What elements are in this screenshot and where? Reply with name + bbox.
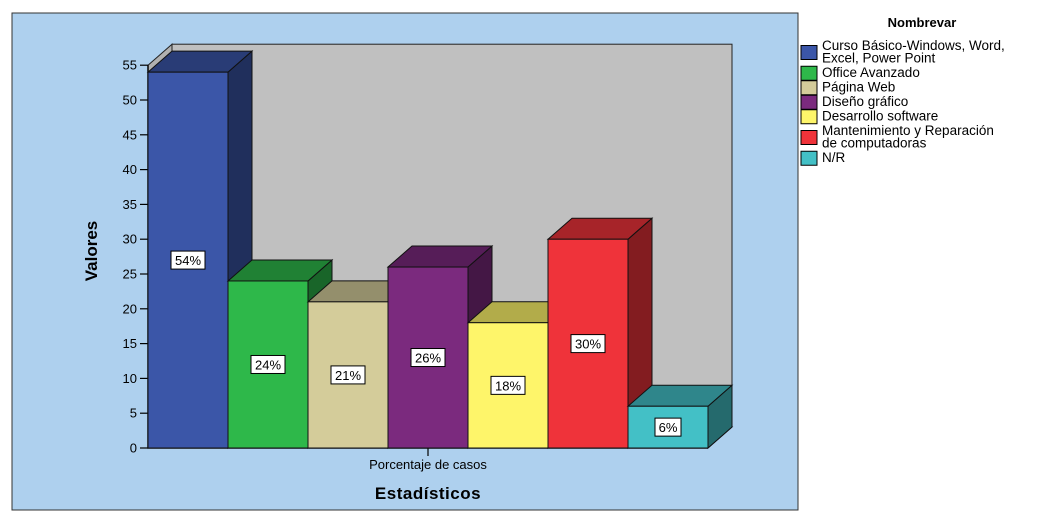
legend-label-line: Mantenimiento y Reparación (822, 123, 994, 138)
legend-item: Desarrollo software (800, 109, 938, 125)
legend-label: Desarrollo software (822, 109, 938, 124)
legend-label-line: Office Avanzado (822, 65, 920, 80)
legend-swatch (800, 94, 818, 110)
y-tick-label: 30 (123, 232, 137, 247)
y-tick-label: 55 (123, 58, 137, 73)
data-label-box (330, 365, 366, 385)
legend-item: Curso Básico-Windows, Word, Excel, Power … (800, 38, 1005, 66)
data-label: 24% (250, 354, 286, 374)
y-tick-label: 5 (130, 406, 137, 421)
y-axis-title: Valores (82, 221, 101, 282)
y-tick-label: 15 (123, 336, 137, 351)
legend-item: Página Web (800, 80, 895, 96)
legend-label-line: Excel, Power Point (822, 51, 936, 66)
legend-swatch (800, 80, 818, 96)
data-label-box (570, 334, 606, 354)
data-label-text: 54% (175, 253, 201, 268)
data-label: 54% (170, 250, 206, 270)
data-labels-layer: 54% 24% 21% 26% 18% 30% 6% (170, 250, 682, 437)
data-label-text: 24% (255, 357, 281, 372)
data-label-box (250, 354, 286, 374)
data-label-text: 6% (659, 420, 678, 435)
legend-label: N/R (822, 150, 846, 165)
legend-label: Diseño gráfico (822, 94, 908, 109)
data-label-box (490, 375, 526, 395)
legend-item: Office Avanzado (800, 65, 920, 81)
y-tick-label: 0 (130, 441, 137, 456)
data-label-text: 18% (495, 378, 521, 393)
data-label: 30% (570, 334, 606, 354)
data-label-box (170, 250, 206, 270)
data-label-box (410, 348, 446, 368)
legend-label-line: de computadoras (822, 136, 927, 151)
category-label: Porcentaje de casos (369, 457, 487, 472)
data-label: 26% (410, 348, 446, 368)
legend-label: Office Avanzado (822, 65, 920, 80)
data-label-text: 30% (575, 337, 601, 352)
y-tick-label: 35 (123, 197, 137, 212)
legend-label-line: Curso Básico-Windows, Word, (822, 38, 1005, 53)
legend-swatch (800, 109, 818, 125)
y-tick-label: 10 (123, 371, 137, 386)
legend-label-line: N/R (822, 150, 846, 165)
legend-label: Curso Básico-Windows, Word, Excel, Power … (822, 38, 1005, 66)
legend-swatch (800, 130, 818, 145)
y-tick-label: 25 (123, 267, 137, 282)
data-label-box (654, 417, 682, 437)
data-label-text: 26% (415, 351, 441, 366)
legend-item: Mantenimiento y Reparación de computadora… (800, 123, 994, 151)
legend-label: Mantenimiento y Reparación de computadora… (822, 123, 994, 151)
legend-label-line: Página Web (822, 80, 895, 95)
y-tick-label: 40 (123, 162, 137, 177)
legend: Curso Básico-Windows, Word, Excel, Power … (800, 38, 1005, 166)
legend-title: Nombrevar (888, 15, 957, 30)
x-axis-title: Estadísticos (375, 484, 481, 503)
data-label: 18% (490, 375, 526, 395)
legend-label-line: Diseño gráfico (822, 94, 908, 109)
bar (626, 384, 734, 450)
data-label-text: 21% (335, 368, 361, 383)
legend-item: N/R (800, 150, 846, 166)
legend-item: Diseño gráfico (800, 94, 908, 110)
legend-label-line: Desarrollo software (822, 109, 938, 124)
data-label: 21% (330, 365, 366, 385)
legend-label: Página Web (822, 80, 895, 95)
legend-swatch (800, 65, 818, 81)
y-tick-label: 50 (123, 93, 137, 108)
legend-swatch (800, 45, 818, 60)
data-label: 6% (654, 417, 682, 437)
y-tick-label: 45 (123, 127, 137, 142)
legend-swatch (800, 150, 818, 166)
y-tick-label: 20 (123, 301, 137, 316)
